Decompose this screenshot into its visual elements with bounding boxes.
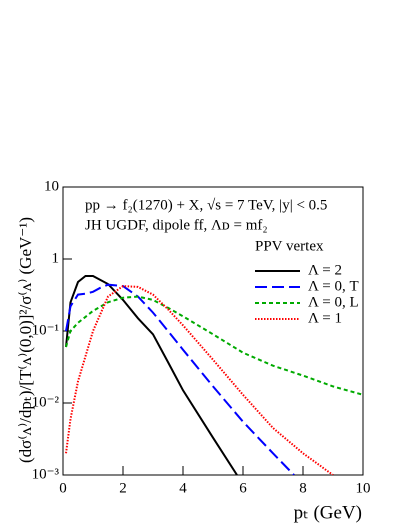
legend-label: Λ = 1 bbox=[308, 310, 342, 326]
legend-title: PPV vertex bbox=[255, 238, 324, 254]
annotation: pp → f₂(1270) + X, √s = 7 TeV, |y| < 0.5 bbox=[85, 197, 327, 213]
series-line bbox=[65, 275, 238, 475]
x-tick-label: 4 bbox=[179, 480, 187, 496]
y-tick-label: 10⁻² bbox=[32, 394, 60, 410]
series-line bbox=[65, 283, 295, 475]
legend-label: Λ = 0, T bbox=[308, 278, 359, 294]
y-tick-label: 1 bbox=[52, 250, 60, 266]
x-tick-label: 8 bbox=[299, 480, 307, 496]
x-tick-label: 2 bbox=[119, 480, 127, 496]
x-tick-label: 0 bbox=[59, 480, 67, 496]
legend-label: Λ = 0, L bbox=[308, 294, 359, 310]
y-tick-label: 10 bbox=[44, 178, 59, 194]
x-tick-label: 10 bbox=[356, 480, 371, 496]
series-line bbox=[65, 295, 363, 396]
y-axis-title: (dσ⁽ᴧ⁾/dpₜ)/[T⁽ᴧ⁾(0,0)]²/σ⁽ᴧ⁾ (GeV⁻¹) bbox=[16, 217, 35, 463]
series-line bbox=[65, 285, 334, 475]
x-tick-label: 6 bbox=[239, 480, 247, 496]
y-tick-label: 10⁻¹ bbox=[32, 322, 59, 338]
legend-label: Λ = 2 bbox=[308, 262, 342, 278]
annotation: JH UGDF, dipole ff, Λᴅ = mf₂ bbox=[85, 217, 268, 233]
x-axis-title: pₜ (GeV) bbox=[294, 502, 362, 523]
y-tick-label: 10⁻³ bbox=[32, 466, 60, 482]
